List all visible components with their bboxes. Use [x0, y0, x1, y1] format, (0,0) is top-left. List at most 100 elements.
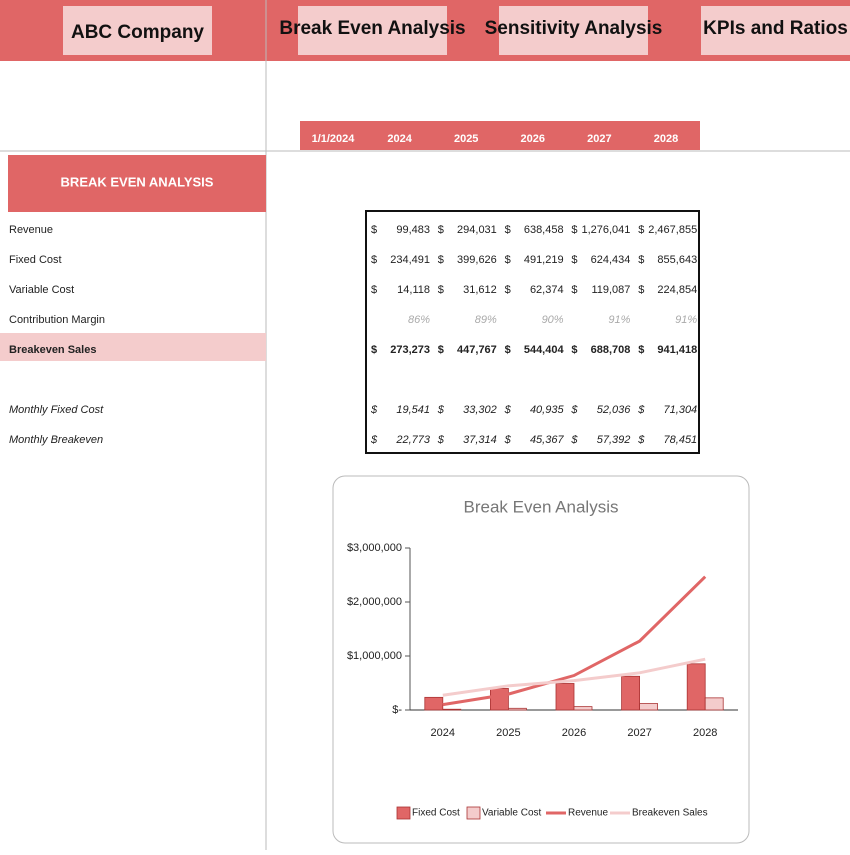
cell: 45,367: [530, 434, 565, 446]
bar: [621, 675, 640, 711]
currency-symbol: $: [371, 224, 377, 236]
currency-symbol: $: [571, 254, 577, 266]
currency-symbol: $: [571, 284, 577, 296]
cell: 89%: [475, 314, 497, 326]
cell: 91%: [608, 314, 630, 326]
cell: 78,451: [664, 434, 698, 446]
bar: [639, 703, 658, 711]
nav-button[interactable]: [298, 6, 447, 55]
currency-symbol: $: [438, 224, 444, 236]
x-tick-label: 2028: [693, 727, 717, 739]
column-header: 2026: [521, 133, 545, 145]
legend-swatch: [466, 806, 481, 820]
cell: 855,643: [657, 254, 697, 266]
currency-symbol: $: [637, 434, 645, 446]
currency-symbol: $: [571, 344, 577, 356]
nav-label[interactable]: ABC Company: [71, 22, 204, 43]
cell: 40,935: [530, 404, 565, 416]
chart-title: Break Even Analysis: [464, 497, 619, 516]
nav-button[interactable]: [499, 6, 648, 55]
cell: 624,434: [591, 254, 631, 266]
line: [442, 575, 707, 707]
chart-frame: [332, 475, 750, 844]
row-label: Monthly Fixed Cost: [9, 404, 104, 416]
currency-symbol: $: [437, 404, 445, 416]
bar: [442, 708, 462, 711]
legend-label: Revenue: [568, 808, 608, 819]
bar: [555, 683, 575, 711]
cell: 941,418: [657, 344, 697, 356]
y-tick-label: $2,000,000: [347, 596, 402, 608]
cell: 62,374: [530, 284, 564, 296]
currency-symbol: $: [371, 284, 377, 296]
nav-button[interactable]: [701, 6, 850, 55]
currency-symbol: $: [438, 254, 444, 266]
row-label: Contribution Margin: [9, 314, 105, 326]
section-title: BREAK EVEN ANALYSIS: [61, 174, 214, 189]
legend-label: Breakeven Sales: [632, 808, 708, 819]
table-border: [365, 210, 700, 454]
currency-symbol: $: [371, 254, 377, 266]
column-header: 2027: [587, 133, 611, 145]
column-header: 2025: [454, 133, 478, 145]
bar: [704, 697, 724, 711]
row-label: Monthly Breakeven: [9, 434, 103, 446]
currency-symbol: $: [438, 284, 444, 296]
cell: 688,708: [591, 344, 631, 356]
currency-symbol: $: [637, 404, 645, 416]
cell: 234,491: [390, 254, 430, 266]
cell: 399,626: [457, 254, 497, 266]
row-label: Fixed Cost: [9, 254, 62, 266]
cell: 57,392: [597, 434, 631, 446]
header-band: [300, 121, 700, 150]
cell: 294,031: [457, 224, 497, 236]
bar: [489, 688, 509, 711]
cell: 91%: [675, 314, 697, 326]
nav-label[interactable]: KPIs and Ratios: [703, 18, 848, 39]
cell: 31,612: [463, 284, 497, 296]
nav-label[interactable]: Break Even Analysis: [279, 18, 465, 39]
cell: 14,118: [397, 284, 430, 296]
cell: 1,276,041: [581, 224, 630, 236]
bar: [424, 696, 444, 711]
row-highlight: [0, 333, 266, 361]
cell: 2,467,855: [648, 224, 697, 236]
cell: 119,087: [591, 284, 630, 296]
currency-symbol: $: [371, 344, 377, 356]
row-label: Revenue: [9, 224, 53, 236]
cell: 33,302: [463, 404, 497, 416]
row-label: Variable Cost: [9, 284, 74, 296]
currency-symbol: $: [570, 404, 578, 416]
currency-symbol: $: [571, 224, 577, 236]
currency-symbol: $: [437, 434, 445, 446]
cell: 544,404: [524, 344, 565, 356]
cell: 638,458: [524, 224, 564, 236]
currency-symbol: $: [638, 254, 644, 266]
cell: 273,273: [390, 344, 430, 356]
currency-symbol: $: [438, 344, 444, 356]
currency-symbol: $: [638, 284, 644, 296]
cell: 19,541: [396, 404, 430, 416]
cell: 22,773: [395, 434, 431, 446]
line: [442, 657, 706, 697]
currency-symbol: $: [370, 434, 378, 446]
bar: [573, 706, 593, 711]
cell: 52,036: [597, 404, 632, 416]
column-header: 1/1/2024: [312, 133, 356, 145]
legend-label: Variable Cost: [482, 808, 542, 819]
nav-button[interactable]: [63, 6, 212, 55]
currency-symbol: $: [570, 434, 578, 446]
x-tick-label: 2026: [562, 727, 586, 739]
cell: 224,854: [657, 284, 697, 296]
cell: 447,767: [457, 344, 497, 356]
cell: 37,314: [463, 434, 497, 446]
column-header: 2024: [387, 133, 412, 145]
cell: 491,219: [524, 254, 564, 266]
currency-symbol: $: [504, 404, 512, 416]
currency-symbol: $: [504, 434, 512, 446]
currency-symbol: $: [505, 344, 511, 356]
nav-label[interactable]: Sensitivity Analysis: [485, 18, 663, 39]
x-tick-label: 2027: [627, 727, 651, 739]
cell: 90%: [542, 314, 564, 326]
